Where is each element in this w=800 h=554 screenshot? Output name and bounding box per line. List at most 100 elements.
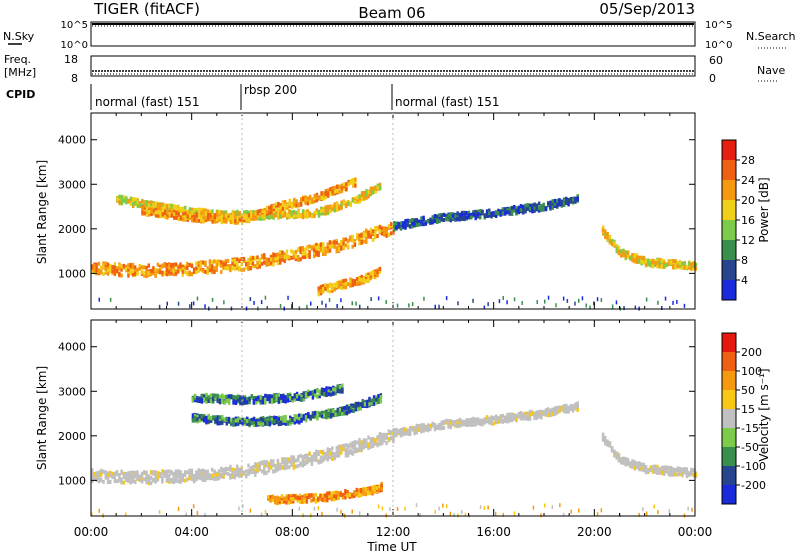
echo-cell bbox=[538, 208, 541, 213]
echo-cell bbox=[213, 477, 216, 481]
echo-cell bbox=[270, 417, 274, 422]
echo-cell bbox=[291, 398, 294, 403]
echo-cell bbox=[427, 425, 430, 430]
echo-cell bbox=[242, 470, 246, 475]
echo-cell bbox=[145, 274, 148, 279]
echo-cell bbox=[635, 260, 639, 265]
echo-cell bbox=[313, 246, 316, 251]
echo-cell bbox=[678, 261, 682, 266]
echo-cell bbox=[218, 415, 222, 420]
echo-cell bbox=[311, 413, 315, 418]
echo-cell bbox=[631, 459, 634, 464]
echo-cell bbox=[504, 207, 507, 212]
echo-cell bbox=[440, 426, 443, 431]
echo-cell bbox=[199, 261, 203, 266]
echo-cell bbox=[358, 199, 361, 203]
echo-cell bbox=[272, 262, 275, 267]
echo-cell bbox=[243, 218, 246, 223]
echo-cell bbox=[372, 186, 375, 191]
echo-cell bbox=[159, 203, 162, 208]
echo-cell bbox=[287, 494, 290, 499]
echo-cell bbox=[408, 224, 412, 229]
echo-cell bbox=[284, 199, 287, 204]
echo-cell bbox=[524, 411, 527, 416]
echo-cell bbox=[638, 461, 641, 466]
echo-cell bbox=[470, 422, 473, 427]
echo-cell bbox=[279, 209, 282, 214]
echo-cell bbox=[258, 264, 261, 269]
nave-label: Nave bbox=[757, 64, 785, 77]
echo-cell bbox=[136, 475, 139, 480]
echo-cell bbox=[399, 433, 403, 437]
echo-cell bbox=[397, 429, 400, 433]
echo-cell bbox=[179, 216, 183, 221]
echo-cell bbox=[261, 210, 264, 215]
echo-cell bbox=[174, 271, 178, 276]
echo-cell bbox=[227, 394, 231, 399]
echo-cell bbox=[644, 465, 648, 469]
echo-cell bbox=[313, 194, 316, 198]
echo-cell bbox=[314, 389, 317, 394]
echo-cell bbox=[164, 210, 167, 215]
freq-panel: Freq. [MHz] 18 8 60 0 Nave bbox=[4, 53, 785, 85]
echo-cell bbox=[327, 386, 330, 391]
echo-cell bbox=[186, 265, 189, 270]
echo-cell bbox=[269, 459, 273, 464]
echo-cell bbox=[290, 455, 293, 460]
echo-cell bbox=[129, 268, 132, 273]
echo-cell bbox=[274, 213, 278, 218]
echo-cell bbox=[265, 459, 268, 464]
echo-cell bbox=[150, 208, 153, 213]
echo-cell bbox=[317, 292, 320, 297]
echo-cell bbox=[145, 470, 148, 475]
echo-cell bbox=[200, 414, 204, 419]
echo-cell bbox=[346, 443, 350, 448]
echo-cell bbox=[177, 264, 180, 269]
echo-cell bbox=[198, 418, 201, 423]
echo-cell bbox=[501, 418, 505, 423]
echo-cell bbox=[574, 301, 576, 306]
echo-cell bbox=[332, 387, 335, 392]
echo-cell bbox=[374, 441, 377, 446]
echo-cell bbox=[333, 202, 336, 207]
echo-cell bbox=[270, 210, 273, 215]
echo-cell bbox=[287, 295, 289, 300]
echo-cell bbox=[325, 386, 328, 391]
echo-cell bbox=[195, 261, 198, 266]
echo-cell bbox=[196, 419, 199, 424]
echo-cell bbox=[358, 279, 361, 284]
echo-cell bbox=[553, 411, 557, 416]
echo-cell bbox=[156, 475, 160, 480]
echo-cell bbox=[263, 212, 266, 217]
echo-cell bbox=[535, 203, 539, 208]
echo-cell bbox=[585, 303, 587, 308]
echo-cell bbox=[338, 185, 341, 190]
echo-cell bbox=[175, 215, 178, 220]
echo-cell bbox=[200, 398, 204, 403]
echo-cell bbox=[199, 267, 203, 272]
echo-cell bbox=[263, 460, 266, 465]
echo-cell bbox=[179, 267, 182, 272]
echo-cell bbox=[331, 451, 334, 456]
echo-cell bbox=[567, 408, 570, 413]
echo-cell bbox=[197, 266, 200, 271]
echo-cell bbox=[328, 240, 332, 245]
echo-cell bbox=[275, 202, 278, 207]
echo-cell bbox=[360, 440, 363, 445]
echo-cell bbox=[109, 479, 112, 484]
echo-cell bbox=[497, 419, 500, 424]
echo-cell bbox=[268, 394, 272, 399]
echo-cell bbox=[356, 448, 359, 453]
echo-cell bbox=[449, 425, 452, 430]
echo-cell bbox=[238, 217, 242, 222]
echo-cell bbox=[247, 463, 250, 468]
echo-cell bbox=[163, 263, 166, 268]
echo-cell bbox=[295, 203, 298, 208]
echo-cell bbox=[254, 472, 257, 477]
echo-cell bbox=[268, 415, 272, 420]
echo-cell bbox=[165, 473, 169, 478]
echo-cell bbox=[656, 261, 659, 265]
echo-cell bbox=[501, 207, 505, 212]
echo-cell bbox=[306, 253, 309, 258]
echo-cell bbox=[246, 400, 249, 405]
